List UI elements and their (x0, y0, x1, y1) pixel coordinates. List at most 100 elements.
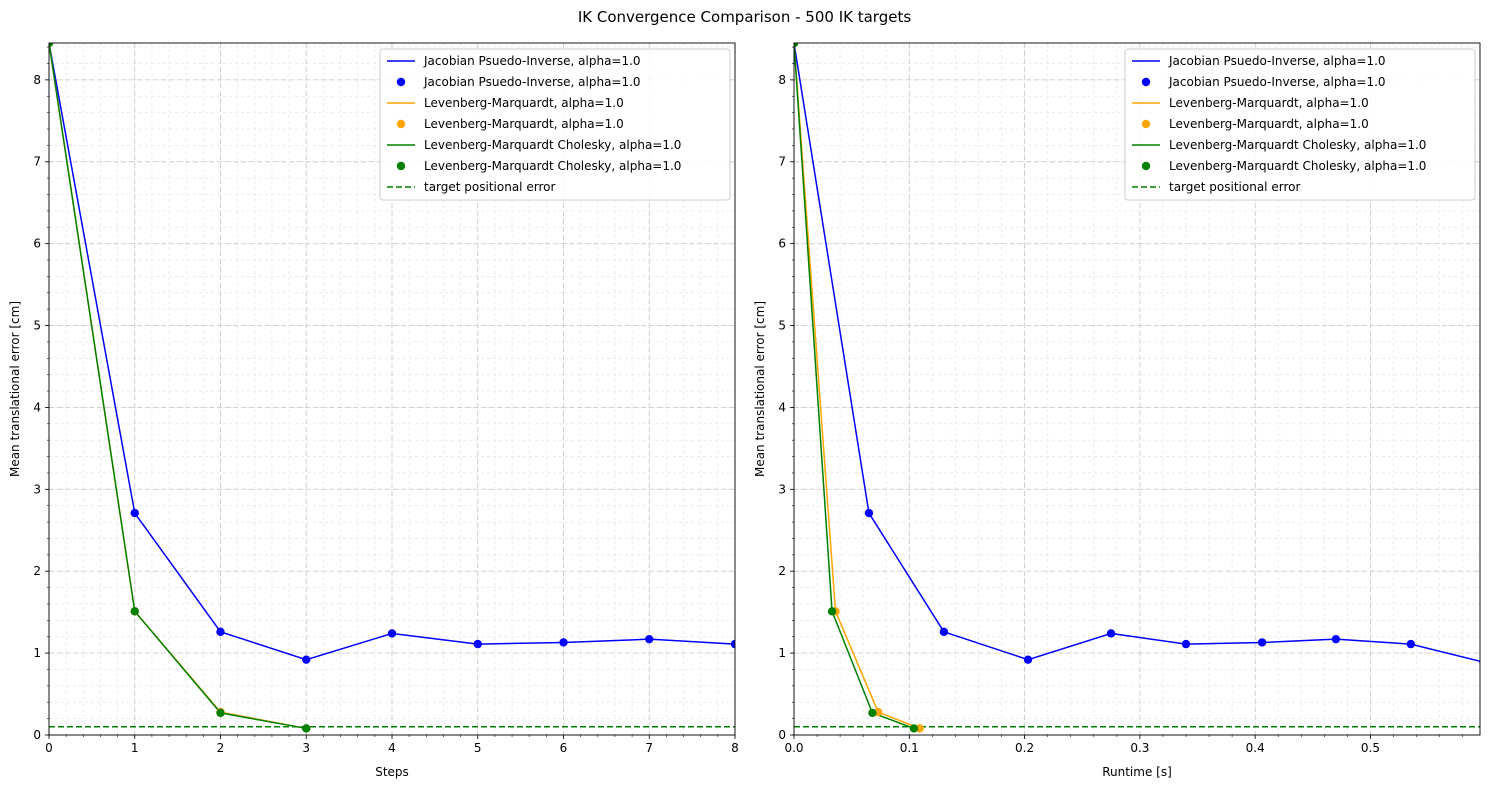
plot-area (49, 43, 735, 733)
series-line-2 (49, 43, 307, 730)
legend-box (379, 48, 731, 201)
y-tick-label: 8 (778, 73, 786, 87)
series-point-0 (1479, 659, 1480, 665)
series-line-2 (794, 43, 915, 730)
legend-entry: target positional error (424, 180, 555, 194)
y-tick-label: 0 (778, 728, 786, 742)
series-point-2 (909, 724, 919, 733)
legend-entry: Levenberg-Marquardt Cholesky, alpha=1.0 (1169, 159, 1426, 173)
series-point-0 (559, 638, 568, 647)
x-tick-label: 7 (645, 741, 653, 755)
y-tick-label: 8 (33, 73, 41, 87)
series-point-2 (827, 607, 837, 616)
axes-frame (793, 42, 1481, 736)
series-point-2 (130, 607, 139, 616)
legend-entry: target positional error (1169, 180, 1300, 194)
series-point-0 (1106, 629, 1116, 638)
series-point-2 (49, 43, 54, 48)
legend-entry: Levenberg-Marquardt, alpha=1.0 (1169, 117, 1369, 131)
legend: Jacobian Psuedo-Inverse, alpha=1.0 Jacobi… (1124, 48, 1476, 201)
legend-marker-swatch (396, 77, 406, 87)
x-tick-label: 0.4 (1246, 741, 1265, 755)
series-point-0 (130, 508, 139, 518)
y-tick-label: 1 (778, 646, 786, 660)
legend-marker-swatch (396, 161, 406, 171)
y-tick-label: 3 (33, 482, 41, 496)
legend-box (1124, 48, 1476, 201)
series-point-2 (794, 43, 799, 48)
y-tick-label: 0 (33, 728, 41, 742)
series-point-2 (302, 724, 311, 733)
plot-area (794, 43, 1480, 733)
x-tick-label: 0.0 (784, 741, 803, 755)
figure-title: IK Convergence Comparison - 500 IK targe… (577, 8, 912, 26)
x-tick-label: 4 (388, 741, 396, 755)
legend-marker-swatch (1141, 119, 1151, 129)
legend-marker-swatch (1141, 161, 1151, 171)
legend-entry: Levenberg-Marquardt, alpha=1.0 (424, 96, 624, 110)
x-tick-label: 8 (731, 741, 739, 755)
legend-entry: Jacobian Psuedo-Inverse, alpha=1.0 (1168, 54, 1386, 68)
x-tick-label: 0.3 (1130, 741, 1149, 755)
legend-marker-swatch (396, 119, 406, 129)
x-axis-label: Steps (375, 765, 409, 779)
series-point-0 (1181, 639, 1191, 649)
legend-entry: Levenberg-Marquardt Cholesky, alpha=1.0 (424, 159, 681, 173)
legend-entry: Levenberg-Marquardt, alpha=1.0 (424, 117, 624, 131)
y-axis-label: Mean translational error [cm] (753, 301, 767, 477)
series-point-0 (302, 655, 311, 664)
y-tick-label: 1 (33, 646, 41, 660)
y-axis-label: Mean translational error [cm] (8, 301, 22, 477)
series-line-1 (49, 43, 307, 730)
series-point-0 (864, 508, 874, 518)
legend: Jacobian Psuedo-Inverse, alpha=1.0 Jacobi… (379, 48, 731, 201)
series-point-2 (868, 708, 877, 718)
series-point-0 (216, 627, 225, 637)
y-tick-label: 7 (778, 155, 786, 169)
series-point-0 (387, 629, 397, 638)
x-tick-label: 5 (474, 741, 482, 755)
y-tick-label: 4 (778, 400, 786, 414)
series-point-0 (1023, 655, 1033, 664)
legend-entry: Jacobian Psuedo-Inverse, alpha=1.0 (423, 75, 641, 89)
series-point-1 (915, 724, 924, 733)
series-point-0 (645, 634, 654, 644)
series-point-0 (1257, 638, 1267, 647)
y-tick-label: 6 (778, 237, 786, 251)
legend-entry: Levenberg-Marquardt Cholesky, alpha=1.0 (1169, 138, 1426, 152)
y-tick-label: 5 (33, 319, 41, 333)
x-tick-label: 0.1 (900, 741, 919, 755)
y-tick-label: 6 (33, 237, 41, 251)
series-point-0 (730, 639, 735, 649)
axes-frame (48, 42, 736, 736)
y-tick-label: 4 (33, 400, 41, 414)
legend-marker-swatch (1141, 77, 1151, 87)
right-chart-panel: 0.0 0.1 0.2 0.3 0.4 0.5 0 1 2 3 4 5 6 7 8 Runtime [s] Me… (753, 42, 1481, 779)
legend-entry: Jacobian Psuedo-Inverse, alpha=1.0 (1168, 75, 1386, 89)
legend-entry: Jacobian Psuedo-Inverse, alpha=1.0 (423, 54, 641, 68)
series-point-0 (939, 627, 949, 637)
series-point-0 (1331, 634, 1341, 644)
x-tick-label: 6 (560, 741, 568, 755)
x-tick-label: 3 (302, 741, 310, 755)
left-chart-panel: 0 1 2 3 4 5 6 7 8 0 1 2 3 4 5 6 7 8 Steps Mean translationa… (8, 42, 739, 779)
series-point-2 (216, 708, 225, 718)
y-tick-label: 2 (778, 564, 786, 578)
legend-entry: Levenberg-Marquardt, alpha=1.0 (1169, 96, 1369, 110)
series-point-0 (473, 639, 482, 649)
x-tick-label: 0 (45, 741, 53, 755)
y-tick-label: 5 (778, 319, 786, 333)
x-tick-label: 0.2 (1015, 741, 1034, 755)
series-line-0 (794, 43, 1480, 663)
series-line-1 (794, 43, 920, 730)
y-tick-label: 2 (33, 564, 41, 578)
x-tick-label: 2 (217, 741, 225, 755)
legend-entry: Levenberg-Marquardt Cholesky, alpha=1.0 (424, 138, 681, 152)
x-axis-label: Runtime [s] (1102, 765, 1172, 779)
x-tick-label: 1 (131, 741, 139, 755)
y-tick-label: 7 (33, 155, 41, 169)
y-tick-label: 3 (778, 482, 786, 496)
series-point-0 (1406, 639, 1416, 649)
x-tick-label: 0.5 (1361, 741, 1380, 755)
